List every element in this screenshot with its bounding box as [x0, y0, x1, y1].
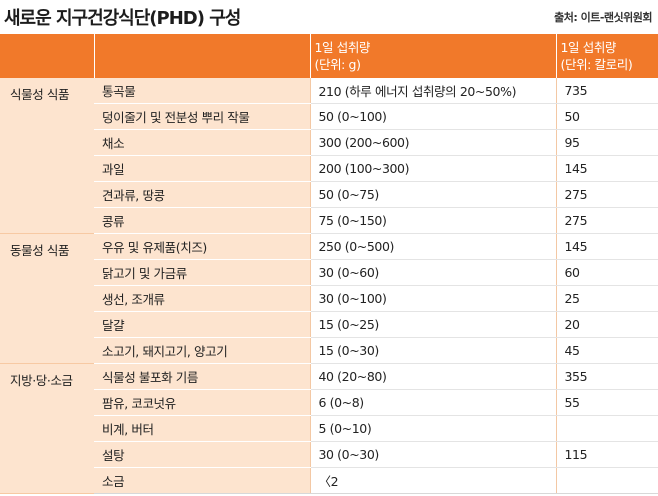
calories-cell: 735: [555, 78, 658, 104]
food-cell: 소금: [94, 467, 310, 494]
grams-cell: 50 (0~75): [309, 181, 556, 208]
table-row: 지방·당·소금 식물성 불포화 기름 40 (20~80) 355: [0, 363, 658, 494]
food-cell: 팜유, 코코넛유: [94, 389, 310, 416]
food-cell: 우유 및 유제품(치즈): [94, 233, 310, 260]
table-row: 생선, 조개류 30 (0~100) 25: [0, 285, 658, 312]
grams-cell: 15 (0~30): [309, 337, 556, 364]
grams-cell: 30 (0~30): [309, 441, 556, 468]
grams-cell: 75 (0~150): [309, 207, 556, 234]
table-row: 과일 200 (100~300) 145: [0, 155, 658, 182]
table-row: 비계, 버터 5 (0~10): [0, 415, 658, 442]
grams-cell: 40 (20~80): [309, 363, 556, 390]
table-row: 콩류 75 (0~150) 275: [0, 207, 658, 234]
food-cell: 통곡물: [94, 78, 310, 104]
food-cell: 달걀: [94, 311, 310, 338]
food-cell: 채소: [94, 129, 310, 156]
food-cell: 소고기, 돼지고기, 양고기: [94, 337, 310, 364]
grams-cell: 30 (0~100): [309, 285, 556, 312]
food-cell: 견과류, 땅콩: [94, 181, 310, 208]
food-cell: 덩이줄기 및 전분성 뿌리 작물: [94, 103, 310, 130]
header-grams: 1일 섭취량 (단위: g): [309, 34, 556, 78]
calories-cell: 115: [555, 441, 658, 468]
header-calories-line2: (단위: 칼로리): [560, 57, 633, 72]
table-row: 달걀 15 (0~25) 20: [0, 311, 658, 338]
calories-cell: 25: [555, 285, 658, 312]
category-cell: 식물성 식품: [0, 78, 94, 234]
grams-cell: 50 (0~100): [309, 103, 556, 130]
table-row: 채소 300 (200~600) 95: [0, 129, 658, 156]
table-header-row: 1일 섭취량 (단위: g) 1일 섭취량 (단위: 칼로리): [0, 34, 658, 78]
category-cell: 동물성 식품: [0, 233, 94, 364]
header-grams-line2: (단위: g): [314, 57, 361, 72]
table-row: 동물성 식품 우유 및 유제품(치즈) 250 (0~500) 145: [0, 233, 658, 364]
grams-cell: 250 (0~500): [309, 233, 556, 260]
table-row: 식물성 식품 통곡물 210 (하루 에너지 섭취량의 20~50%) 735: [0, 78, 658, 234]
table-row: 팜유, 코코넛유 6 (0~8) 55: [0, 389, 658, 416]
calories-cell: 95: [555, 129, 658, 156]
grams-cell: 15 (0~25): [309, 311, 556, 338]
source-credit: 출처: 이트-랜싯위원회: [554, 11, 652, 24]
table-row: 닭고기 및 가금류 30 (0~60) 60: [0, 259, 658, 286]
category-cell: 지방·당·소금: [0, 363, 94, 494]
header-calories-line1: 1일 섭취량: [560, 40, 617, 55]
food-cell: 생선, 조개류: [94, 285, 310, 312]
calories-cell: 20: [555, 311, 658, 338]
phd-composition-table: 1일 섭취량 (단위: g) 1일 섭취량 (단위: 칼로리) 식물성 식품 통곡…: [0, 34, 658, 494]
calories-cell: [555, 415, 658, 442]
calories-cell: 45: [555, 337, 658, 364]
grams-cell: 210 (하루 에너지 섭취량의 20~50%): [309, 78, 556, 104]
food-cell: 설탕: [94, 441, 310, 468]
calories-cell: 60: [555, 259, 658, 286]
calories-cell: 355: [555, 363, 658, 390]
food-cell: 콩류: [94, 207, 310, 234]
food-cell: 비계, 버터: [94, 415, 310, 442]
table-row: 소금 〈2: [0, 467, 658, 494]
calories-cell: [555, 467, 658, 494]
header-calories: 1일 섭취량 (단위: 칼로리): [555, 34, 658, 78]
calories-cell: 50: [555, 103, 658, 130]
grams-cell: 30 (0~60): [309, 259, 556, 286]
calories-cell: 275: [555, 207, 658, 234]
food-cell: 식물성 불포화 기름: [94, 363, 310, 390]
calories-cell: 145: [555, 233, 658, 260]
header-grams-line1: 1일 섭취량: [314, 40, 371, 55]
page-title: 새로운 지구건강식단(PHD) 구성: [4, 8, 241, 29]
table-row: 설탕 30 (0~30) 115: [0, 441, 658, 468]
table-row: 덩이줄기 및 전분성 뿌리 작물 50 (0~100) 50: [0, 103, 658, 130]
grams-cell: 6 (0~8): [309, 389, 556, 416]
table-row: 소고기, 돼지고기, 양고기 15 (0~30) 45: [0, 337, 658, 364]
calories-cell: 275: [555, 181, 658, 208]
header-food: [93, 34, 310, 78]
calories-cell: 55: [555, 389, 658, 416]
grams-cell: 200 (100~300): [309, 155, 556, 182]
grams-cell: 5 (0~10): [309, 415, 556, 442]
grams-cell: 300 (200~600): [309, 129, 556, 156]
grams-cell: 〈2: [309, 467, 556, 494]
header-category: [0, 34, 94, 78]
calories-cell: 145: [555, 155, 658, 182]
title-bar: 새로운 지구건강식단(PHD) 구성 출처: 이트-랜싯위원회: [0, 0, 658, 34]
food-cell: 과일: [94, 155, 310, 182]
food-cell: 닭고기 및 가금류: [94, 259, 310, 286]
table-row: 견과류, 땅콩 50 (0~75) 275: [0, 181, 658, 208]
table-body: 식물성 식품 통곡물 210 (하루 에너지 섭취량의 20~50%) 735 덩이줄기…: [0, 78, 658, 494]
